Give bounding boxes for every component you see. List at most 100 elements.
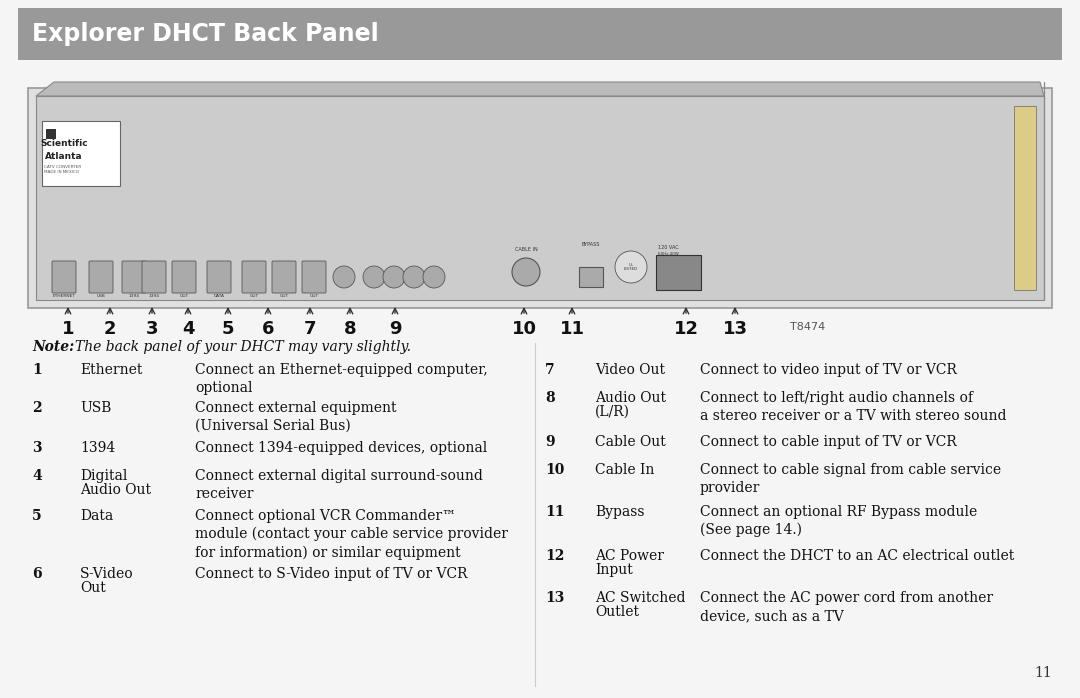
Text: Connect optional VCR Commander™
module (contact your cable service provider
for : Connect optional VCR Commander™ module (… (195, 509, 508, 560)
Text: Connect the AC power cord from another
device, such as a TV: Connect the AC power cord from another d… (700, 591, 994, 623)
Text: Connect the DHCT to an AC electrical outlet: Connect the DHCT to an AC electrical out… (700, 549, 1014, 563)
Text: S-Video: S-Video (80, 567, 134, 581)
Text: 4: 4 (32, 469, 42, 483)
Circle shape (512, 258, 540, 286)
FancyBboxPatch shape (1014, 106, 1036, 290)
Text: 4: 4 (181, 320, 194, 338)
FancyBboxPatch shape (272, 261, 296, 293)
Polygon shape (46, 129, 56, 139)
Text: 2: 2 (32, 401, 42, 415)
Text: 9: 9 (545, 435, 555, 449)
Text: 11: 11 (559, 320, 584, 338)
Text: Input: Input (595, 563, 633, 577)
Text: 1: 1 (62, 320, 75, 338)
Text: Connect to cable input of TV or VCR: Connect to cable input of TV or VCR (700, 435, 957, 449)
Text: 1394: 1394 (149, 294, 160, 298)
Text: 5: 5 (221, 320, 234, 338)
Text: Audio Out: Audio Out (595, 391, 666, 405)
Text: 1394: 1394 (129, 294, 139, 298)
FancyBboxPatch shape (141, 261, 166, 293)
Text: Connect an optional RF Bypass module
(See page 14.): Connect an optional RF Bypass module (Se… (700, 505, 977, 537)
FancyBboxPatch shape (28, 88, 1052, 308)
Text: 10: 10 (545, 463, 565, 477)
Text: BYPASS: BYPASS (582, 242, 600, 247)
Polygon shape (36, 82, 1044, 96)
Text: Connect to S-Video input of TV or VCR: Connect to S-Video input of TV or VCR (195, 567, 468, 581)
Text: Connect to cable signal from cable service
provider: Connect to cable signal from cable servi… (700, 463, 1001, 495)
Text: 11: 11 (1035, 666, 1052, 680)
Text: 7: 7 (545, 363, 555, 377)
Text: 1394: 1394 (80, 441, 116, 455)
Text: OUT: OUT (249, 294, 258, 298)
FancyBboxPatch shape (207, 261, 231, 293)
Text: OUT: OUT (179, 294, 189, 298)
Text: 3: 3 (146, 320, 159, 338)
FancyBboxPatch shape (36, 96, 1044, 300)
Text: Video Out: Video Out (595, 363, 665, 377)
Text: Note:: Note: (32, 340, 75, 354)
Text: Connect to video input of TV or VCR: Connect to video input of TV or VCR (700, 363, 957, 377)
Text: Atlanta: Atlanta (45, 152, 83, 161)
Text: The back panel of your DHCT may vary slightly.: The back panel of your DHCT may vary sli… (75, 340, 411, 354)
Circle shape (423, 266, 445, 288)
Text: 5: 5 (32, 509, 42, 523)
Text: 120 VAC: 120 VAC (658, 245, 678, 250)
Text: UL
LISTED: UL LISTED (624, 262, 638, 272)
Text: 6: 6 (32, 567, 42, 581)
Circle shape (383, 266, 405, 288)
Text: CATV CONVERTER
MADE IN MEXICO: CATV CONVERTER MADE IN MEXICO (44, 165, 81, 174)
FancyBboxPatch shape (89, 261, 113, 293)
Text: 3: 3 (32, 441, 42, 455)
Circle shape (363, 266, 384, 288)
Text: Connect 1394-equipped devices, optional: Connect 1394-equipped devices, optional (195, 441, 487, 455)
Text: Bypass: Bypass (595, 505, 645, 519)
Circle shape (333, 266, 355, 288)
FancyBboxPatch shape (52, 261, 76, 293)
Text: Outlet: Outlet (595, 605, 639, 619)
Text: 1: 1 (32, 363, 42, 377)
Text: Data: Data (80, 509, 113, 523)
Text: Audio Out: Audio Out (80, 483, 151, 497)
Text: AC Switched: AC Switched (595, 591, 686, 605)
Text: Connect external equipment
(Universal Serial Bus): Connect external equipment (Universal Se… (195, 401, 396, 433)
Text: Ethernet: Ethernet (80, 363, 143, 377)
FancyBboxPatch shape (656, 255, 701, 290)
Text: 11: 11 (545, 505, 565, 519)
FancyBboxPatch shape (172, 261, 195, 293)
Circle shape (403, 266, 426, 288)
Text: CABLE IN: CABLE IN (515, 247, 538, 252)
Text: 8: 8 (343, 320, 356, 338)
Text: DATA: DATA (214, 294, 225, 298)
Text: 13: 13 (545, 591, 565, 605)
Text: 12: 12 (674, 320, 699, 338)
FancyBboxPatch shape (579, 267, 603, 287)
Text: 8: 8 (545, 391, 555, 405)
Text: 13: 13 (723, 320, 747, 338)
Text: 12: 12 (545, 549, 565, 563)
FancyBboxPatch shape (122, 261, 146, 293)
Text: Explorer DHCT Back Panel: Explorer DHCT Back Panel (32, 22, 379, 46)
Text: Digital: Digital (80, 469, 127, 483)
Circle shape (615, 251, 647, 283)
Text: Connect to left/right audio channels of
a stereo receiver or a TV with stereo so: Connect to left/right audio channels of … (700, 391, 1007, 423)
Text: USB: USB (80, 401, 111, 415)
Text: Cable Out: Cable Out (595, 435, 665, 449)
Text: Out: Out (80, 581, 106, 595)
Text: (L/R): (L/R) (595, 405, 630, 419)
Text: OUT: OUT (310, 294, 319, 298)
Text: T8474: T8474 (789, 322, 825, 332)
Text: OUT: OUT (280, 294, 288, 298)
Text: Connect an Ethernet-equipped computer,
optional: Connect an Ethernet-equipped computer, o… (195, 363, 488, 395)
Text: 6: 6 (261, 320, 274, 338)
Text: Connect external digital surround-sound
receiver: Connect external digital surround-sound … (195, 469, 483, 501)
Text: ETHERNET: ETHERNET (53, 294, 76, 298)
Text: Scientific: Scientific (40, 139, 87, 148)
FancyBboxPatch shape (18, 8, 1062, 60)
Text: 7: 7 (303, 320, 316, 338)
Text: Cable In: Cable In (595, 463, 654, 477)
FancyBboxPatch shape (42, 121, 120, 186)
Text: AC Power: AC Power (595, 549, 664, 563)
Text: 2: 2 (104, 320, 117, 338)
Text: 10: 10 (512, 320, 537, 338)
Text: 60Hz 40W: 60Hz 40W (658, 252, 678, 256)
